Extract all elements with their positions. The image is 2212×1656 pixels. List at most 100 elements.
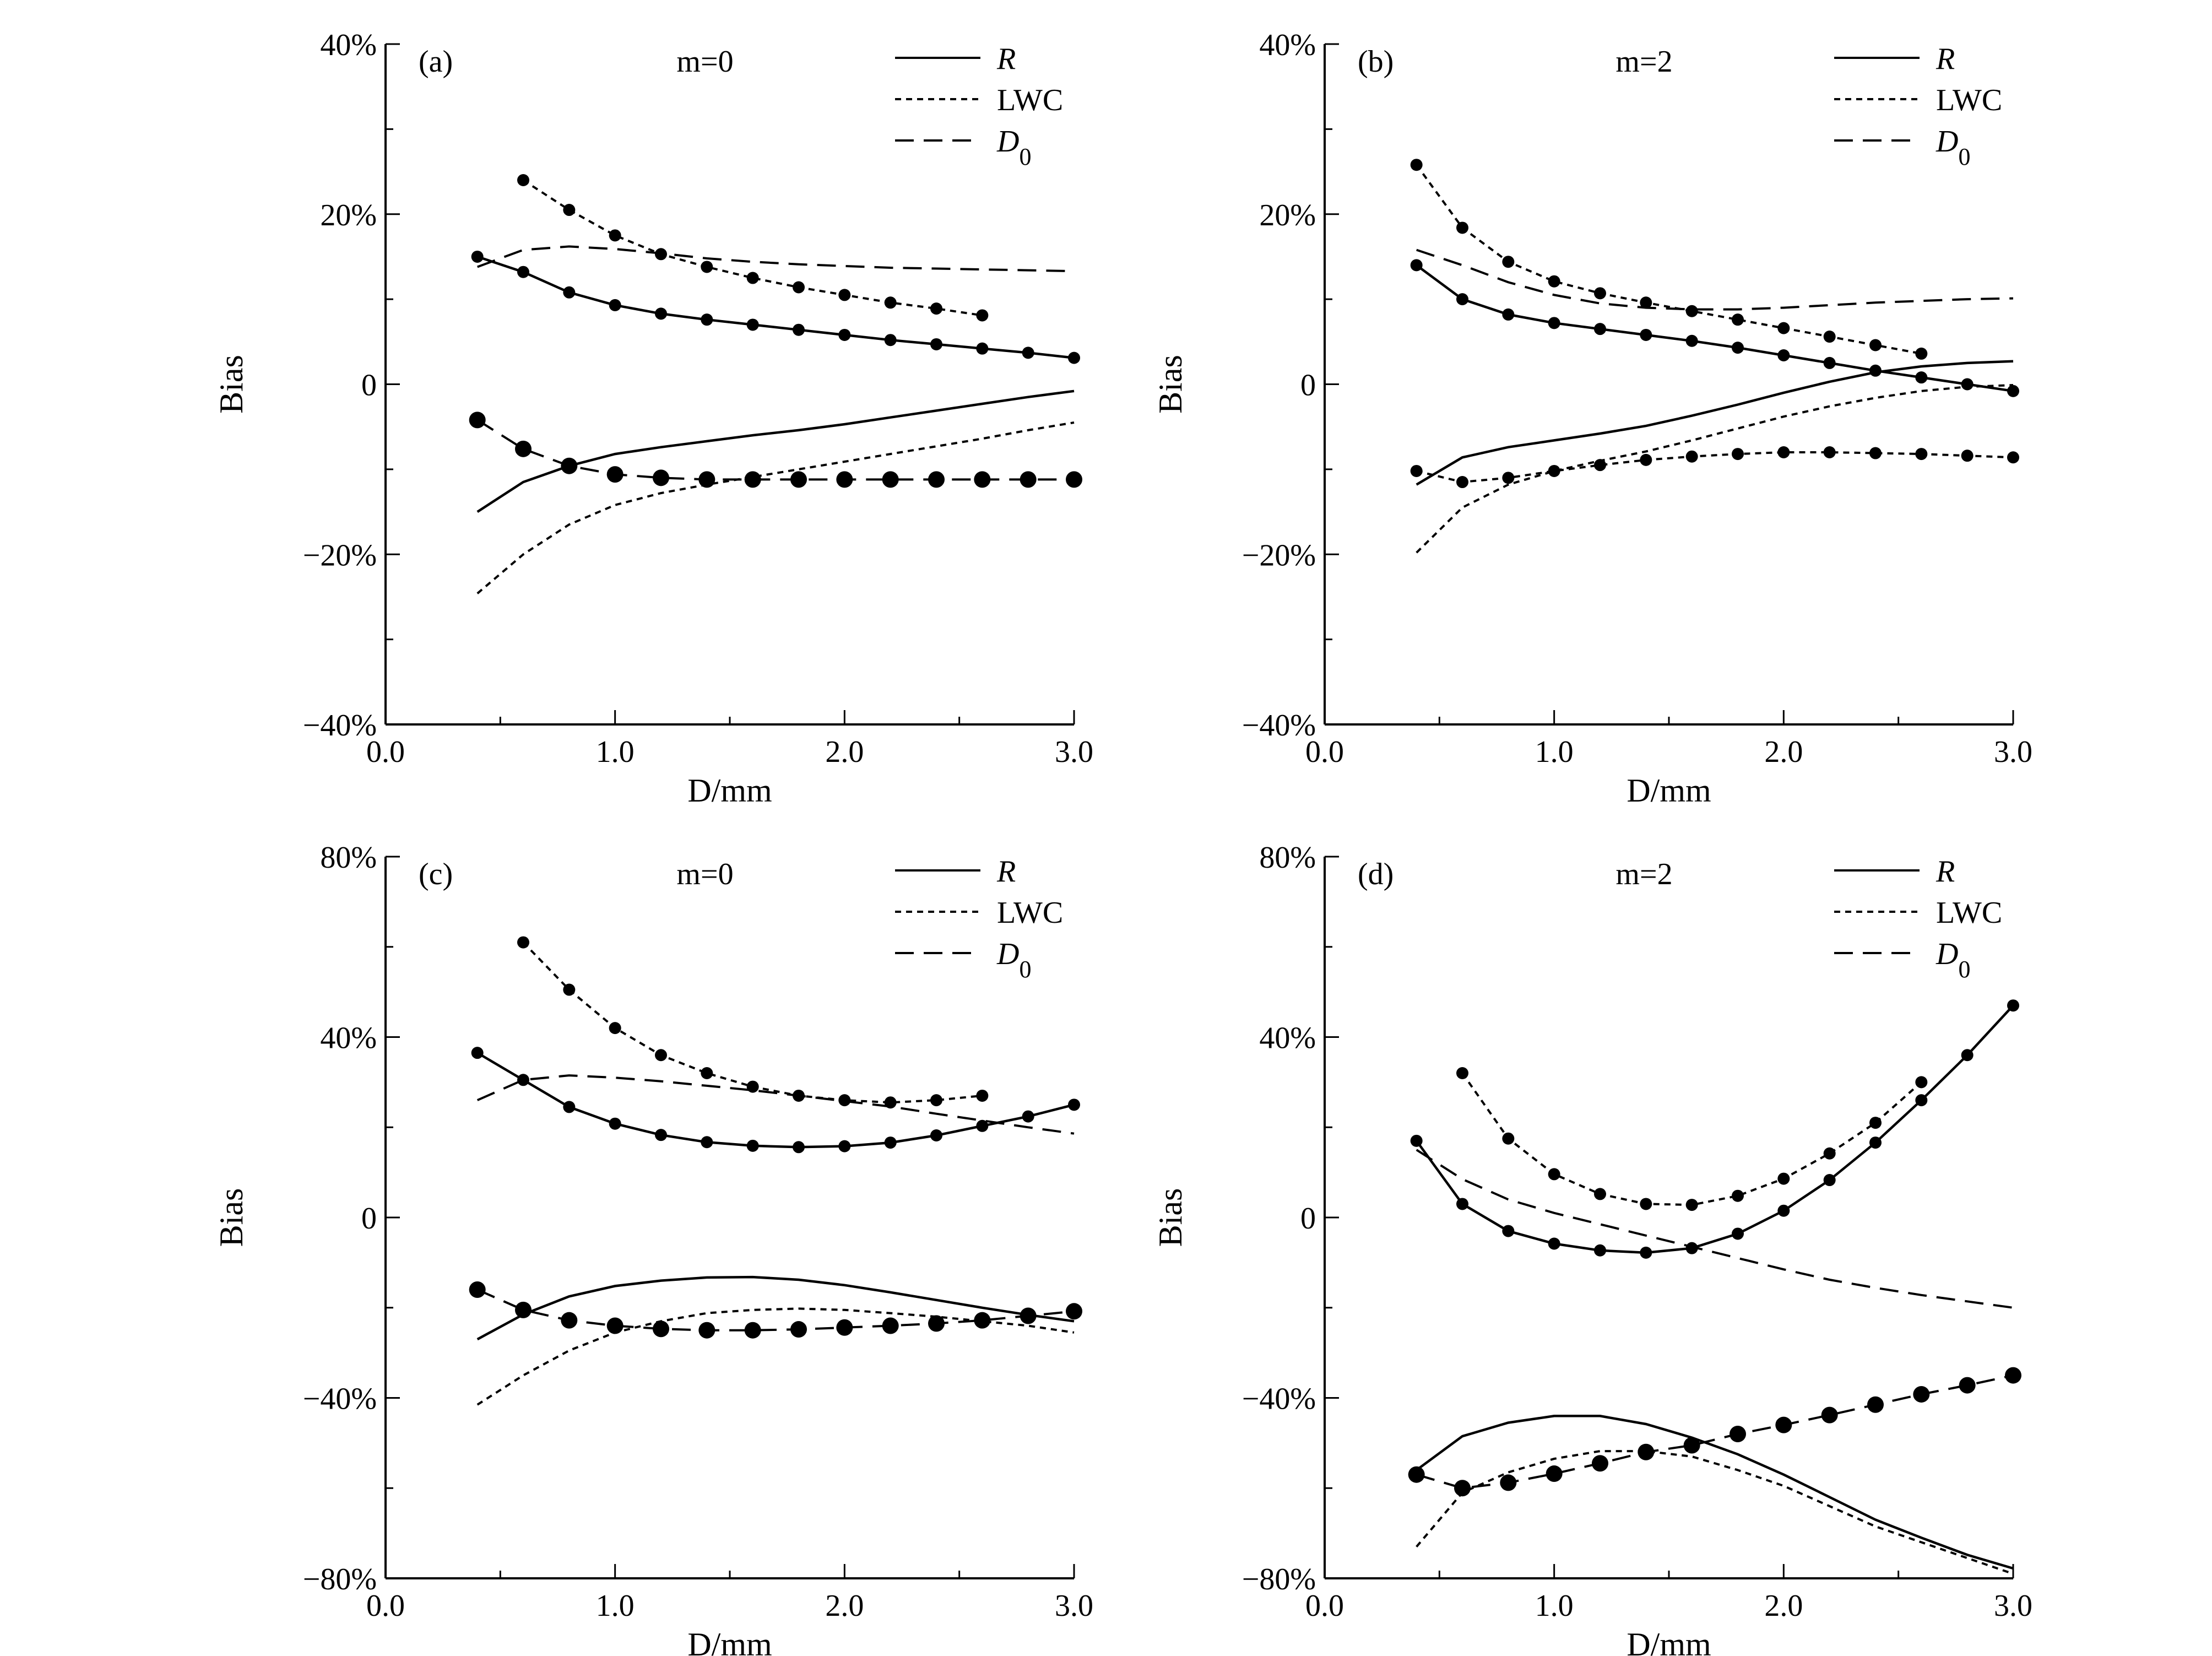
panel-label: (c) <box>419 857 453 891</box>
data-point <box>1638 1443 1655 1460</box>
data-point <box>1821 1406 1838 1424</box>
x-axis-label: D/mm <box>1627 1626 1711 1656</box>
legend-label: LWC <box>997 83 1063 117</box>
x-tick-label: 1.0 <box>1535 735 1574 769</box>
series-line-3 <box>476 389 1075 513</box>
data-point <box>609 299 621 311</box>
series-line-2 <box>1416 451 2014 484</box>
panel-b: −40% −20% 0 20% 40% 0.0 1.0 2.0 3.0 D/mm Bias (b) m=… <box>1152 28 2032 809</box>
data-point <box>653 469 669 486</box>
data-point <box>1022 1110 1034 1123</box>
data-point <box>928 471 945 488</box>
panel-d: −80% −40% 0 40% 80% 0.0 1.0 2.0 3.0 D/mm Bias (d) m=… <box>1152 841 2032 1656</box>
x-tick-label: 1.0 <box>596 1589 635 1623</box>
data-point <box>930 302 942 315</box>
data-point <box>1066 471 1082 488</box>
data-point <box>517 936 529 949</box>
data-point <box>1640 296 1652 309</box>
data-point <box>1777 1172 1790 1185</box>
series-line-0 <box>1415 1004 2014 1254</box>
data-point <box>2005 1367 2021 1384</box>
data-point <box>1594 323 1606 335</box>
series-line-0 <box>476 255 1075 359</box>
data-point <box>1823 446 1836 458</box>
series-line-4 <box>476 421 1075 594</box>
data-point <box>1915 371 1928 384</box>
data-point <box>1640 1198 1652 1210</box>
data-point <box>701 1067 713 1079</box>
data-point <box>1777 446 1790 458</box>
data-point <box>563 204 576 217</box>
y-tick-label: 40% <box>1259 28 1316 62</box>
series-line-1 <box>522 179 983 317</box>
data-point <box>836 471 853 488</box>
data-point <box>744 1322 761 1339</box>
legend-label: R <box>996 42 1016 76</box>
legend-label: LWC <box>1936 896 2002 930</box>
data-point <box>1594 459 1606 472</box>
y-tick-label: 0 <box>1300 369 1316 403</box>
data-point <box>1732 1227 1744 1240</box>
x-axis-label: D/mm <box>687 1626 772 1656</box>
series-line-5 <box>477 245 1075 273</box>
panel-title: m=0 <box>676 45 733 79</box>
data-point <box>838 1140 851 1152</box>
data-point <box>1456 1198 1468 1210</box>
panel-label: (a) <box>419 45 453 79</box>
data-point <box>1548 317 1560 329</box>
legend-label: R <box>1935 854 1955 889</box>
panel-a: −40% −20% 0 20% 40% 0.0 1.0 2.0 3.0 D/mm Bias (a) m=… <box>213 28 1093 809</box>
data-point <box>1640 328 1652 341</box>
panel-title: m=0 <box>676 857 733 891</box>
data-point <box>1777 1204 1790 1217</box>
y-tick-label: 80% <box>1259 841 1316 875</box>
data-point <box>1640 1246 1652 1259</box>
data-point <box>976 1089 989 1102</box>
data-point <box>517 266 529 278</box>
data-point <box>1823 1174 1836 1187</box>
data-point <box>928 1315 945 1332</box>
data-point <box>1732 448 1744 461</box>
y-axis-label: Bias <box>213 1188 250 1247</box>
legend-label: D0 <box>1935 125 1970 170</box>
y-tick-label: 40% <box>320 1021 377 1056</box>
data-point <box>1777 349 1790 362</box>
x-tick-label: 3.0 <box>1055 1589 1093 1623</box>
data-point <box>976 1119 989 1132</box>
data-point <box>655 307 667 320</box>
data-point <box>1915 347 1928 360</box>
x-tick-label: 2.0 <box>1764 1589 1803 1623</box>
data-point <box>884 296 897 309</box>
data-point <box>1548 1168 1560 1181</box>
data-point <box>1502 1225 1515 1237</box>
x-axis-label: D/mm <box>1627 772 1711 809</box>
data-point <box>655 1129 667 1141</box>
data-point <box>2007 385 2019 397</box>
data-point <box>1456 293 1468 306</box>
data-point <box>974 471 991 488</box>
y-tick-label: −40% <box>303 708 377 743</box>
data-point <box>1823 331 1836 343</box>
data-point <box>1961 378 1974 391</box>
legend-label: LWC <box>997 896 1063 930</box>
data-point <box>1869 447 1882 459</box>
data-point <box>653 1321 669 1338</box>
legend-label: LWC <box>1936 83 2002 117</box>
data-point <box>1869 1117 1882 1129</box>
data-point <box>1685 334 1698 347</box>
data-point <box>609 1117 621 1130</box>
x-tick-label: 0.0 <box>366 1589 405 1623</box>
panel-title: m=2 <box>1615 45 1672 79</box>
legend-label: R <box>1935 42 1955 76</box>
data-point <box>1020 471 1037 488</box>
data-point <box>976 309 989 322</box>
data-point <box>1068 351 1080 364</box>
data-point <box>884 334 897 347</box>
y-tick-label: 0 <box>1300 1202 1316 1236</box>
data-point <box>1592 1455 1608 1472</box>
data-point <box>976 342 989 355</box>
y-tick-label: 40% <box>320 28 377 62</box>
series-line-1 <box>1416 164 1922 355</box>
data-point <box>561 1312 578 1329</box>
x-tick-label: 0.0 <box>1305 735 1344 769</box>
